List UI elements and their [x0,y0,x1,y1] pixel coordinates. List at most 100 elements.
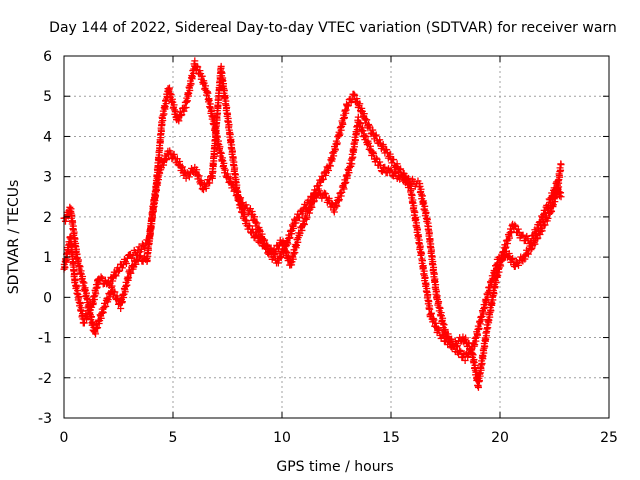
data-point [137,252,145,260]
data-point [61,217,69,225]
data-point [404,174,412,182]
data-point [183,97,191,105]
data-point [464,339,472,347]
data-point [321,168,329,176]
data-point [461,336,469,344]
data-point [295,214,303,222]
data-point [518,256,526,264]
data-point [538,227,546,235]
data-point [527,239,535,247]
data-point [421,274,429,282]
data-point [108,282,116,290]
data-point [379,141,387,149]
data-point [188,73,196,81]
data-point [89,320,97,328]
y-tick-label: 2 [43,210,52,226]
data-point [174,115,182,123]
data-point [329,200,337,208]
data-point [196,67,204,75]
data-point [162,155,170,163]
data-point [378,168,386,176]
data-point [511,262,519,270]
data-point [397,165,405,173]
data-point [80,279,88,287]
data-point [249,228,257,236]
data-point [331,146,339,154]
data-point [387,166,395,174]
data-point [292,219,300,227]
data-point [399,177,407,185]
data-point [511,221,519,229]
data-point [419,264,427,272]
data-point [436,304,444,312]
data-point [371,132,379,140]
data-point [61,264,69,272]
data-point [80,319,88,327]
data-point [519,231,527,239]
data-point [286,234,294,242]
data-point [194,63,202,71]
data-point [517,253,525,261]
data-point [386,167,394,175]
data-point [182,174,190,182]
data-point [502,243,510,251]
data-point [515,261,523,269]
series-track-2 [60,62,565,391]
data-point [221,166,229,174]
data-point [422,209,430,217]
data-point [94,324,102,332]
data-point [381,163,389,171]
data-point [283,248,291,256]
data-point [104,278,112,286]
data-point [340,113,348,121]
data-point [178,163,186,171]
y-tick-label: 4 [43,129,52,145]
data-point [223,173,231,181]
data-point [326,162,334,170]
data-point [205,96,213,104]
data-point [85,303,93,311]
data-point [390,155,398,163]
data-point [418,192,426,200]
data-point [202,184,210,192]
y-tick-label: -2 [38,371,52,387]
y-axis-label: SDTVAR / TECUs [6,180,22,295]
data-point [167,149,175,157]
data-point [61,214,69,222]
data-point [532,229,540,237]
data-point [158,120,166,128]
data-point [275,245,283,253]
data-point [465,340,473,348]
data-point [444,330,452,338]
data-point [425,298,433,306]
data-point [541,209,549,217]
data-point [557,161,565,169]
data-point [396,166,404,174]
data-point [475,324,483,332]
y-tick-label: -3 [38,411,52,427]
data-point [81,286,89,294]
data-point [195,172,203,180]
data-point [118,298,126,306]
data-point [372,131,380,139]
data-point [548,207,556,215]
data-point [274,259,282,267]
data-point [252,232,260,240]
data-point [376,136,384,144]
data-point [492,279,500,287]
data-point [386,150,394,158]
data-point [353,129,361,137]
data-point [335,196,343,204]
data-point [97,273,105,281]
data-point [363,116,371,124]
data-point [170,150,178,158]
data-point [318,194,326,202]
y-tick-label: 5 [43,89,52,105]
data-point [415,232,423,240]
data-point [185,173,193,181]
data-point [153,186,161,194]
data-point [427,309,435,317]
x-tick-label: 15 [382,430,400,446]
data-point [420,199,428,207]
data-point [71,276,79,284]
